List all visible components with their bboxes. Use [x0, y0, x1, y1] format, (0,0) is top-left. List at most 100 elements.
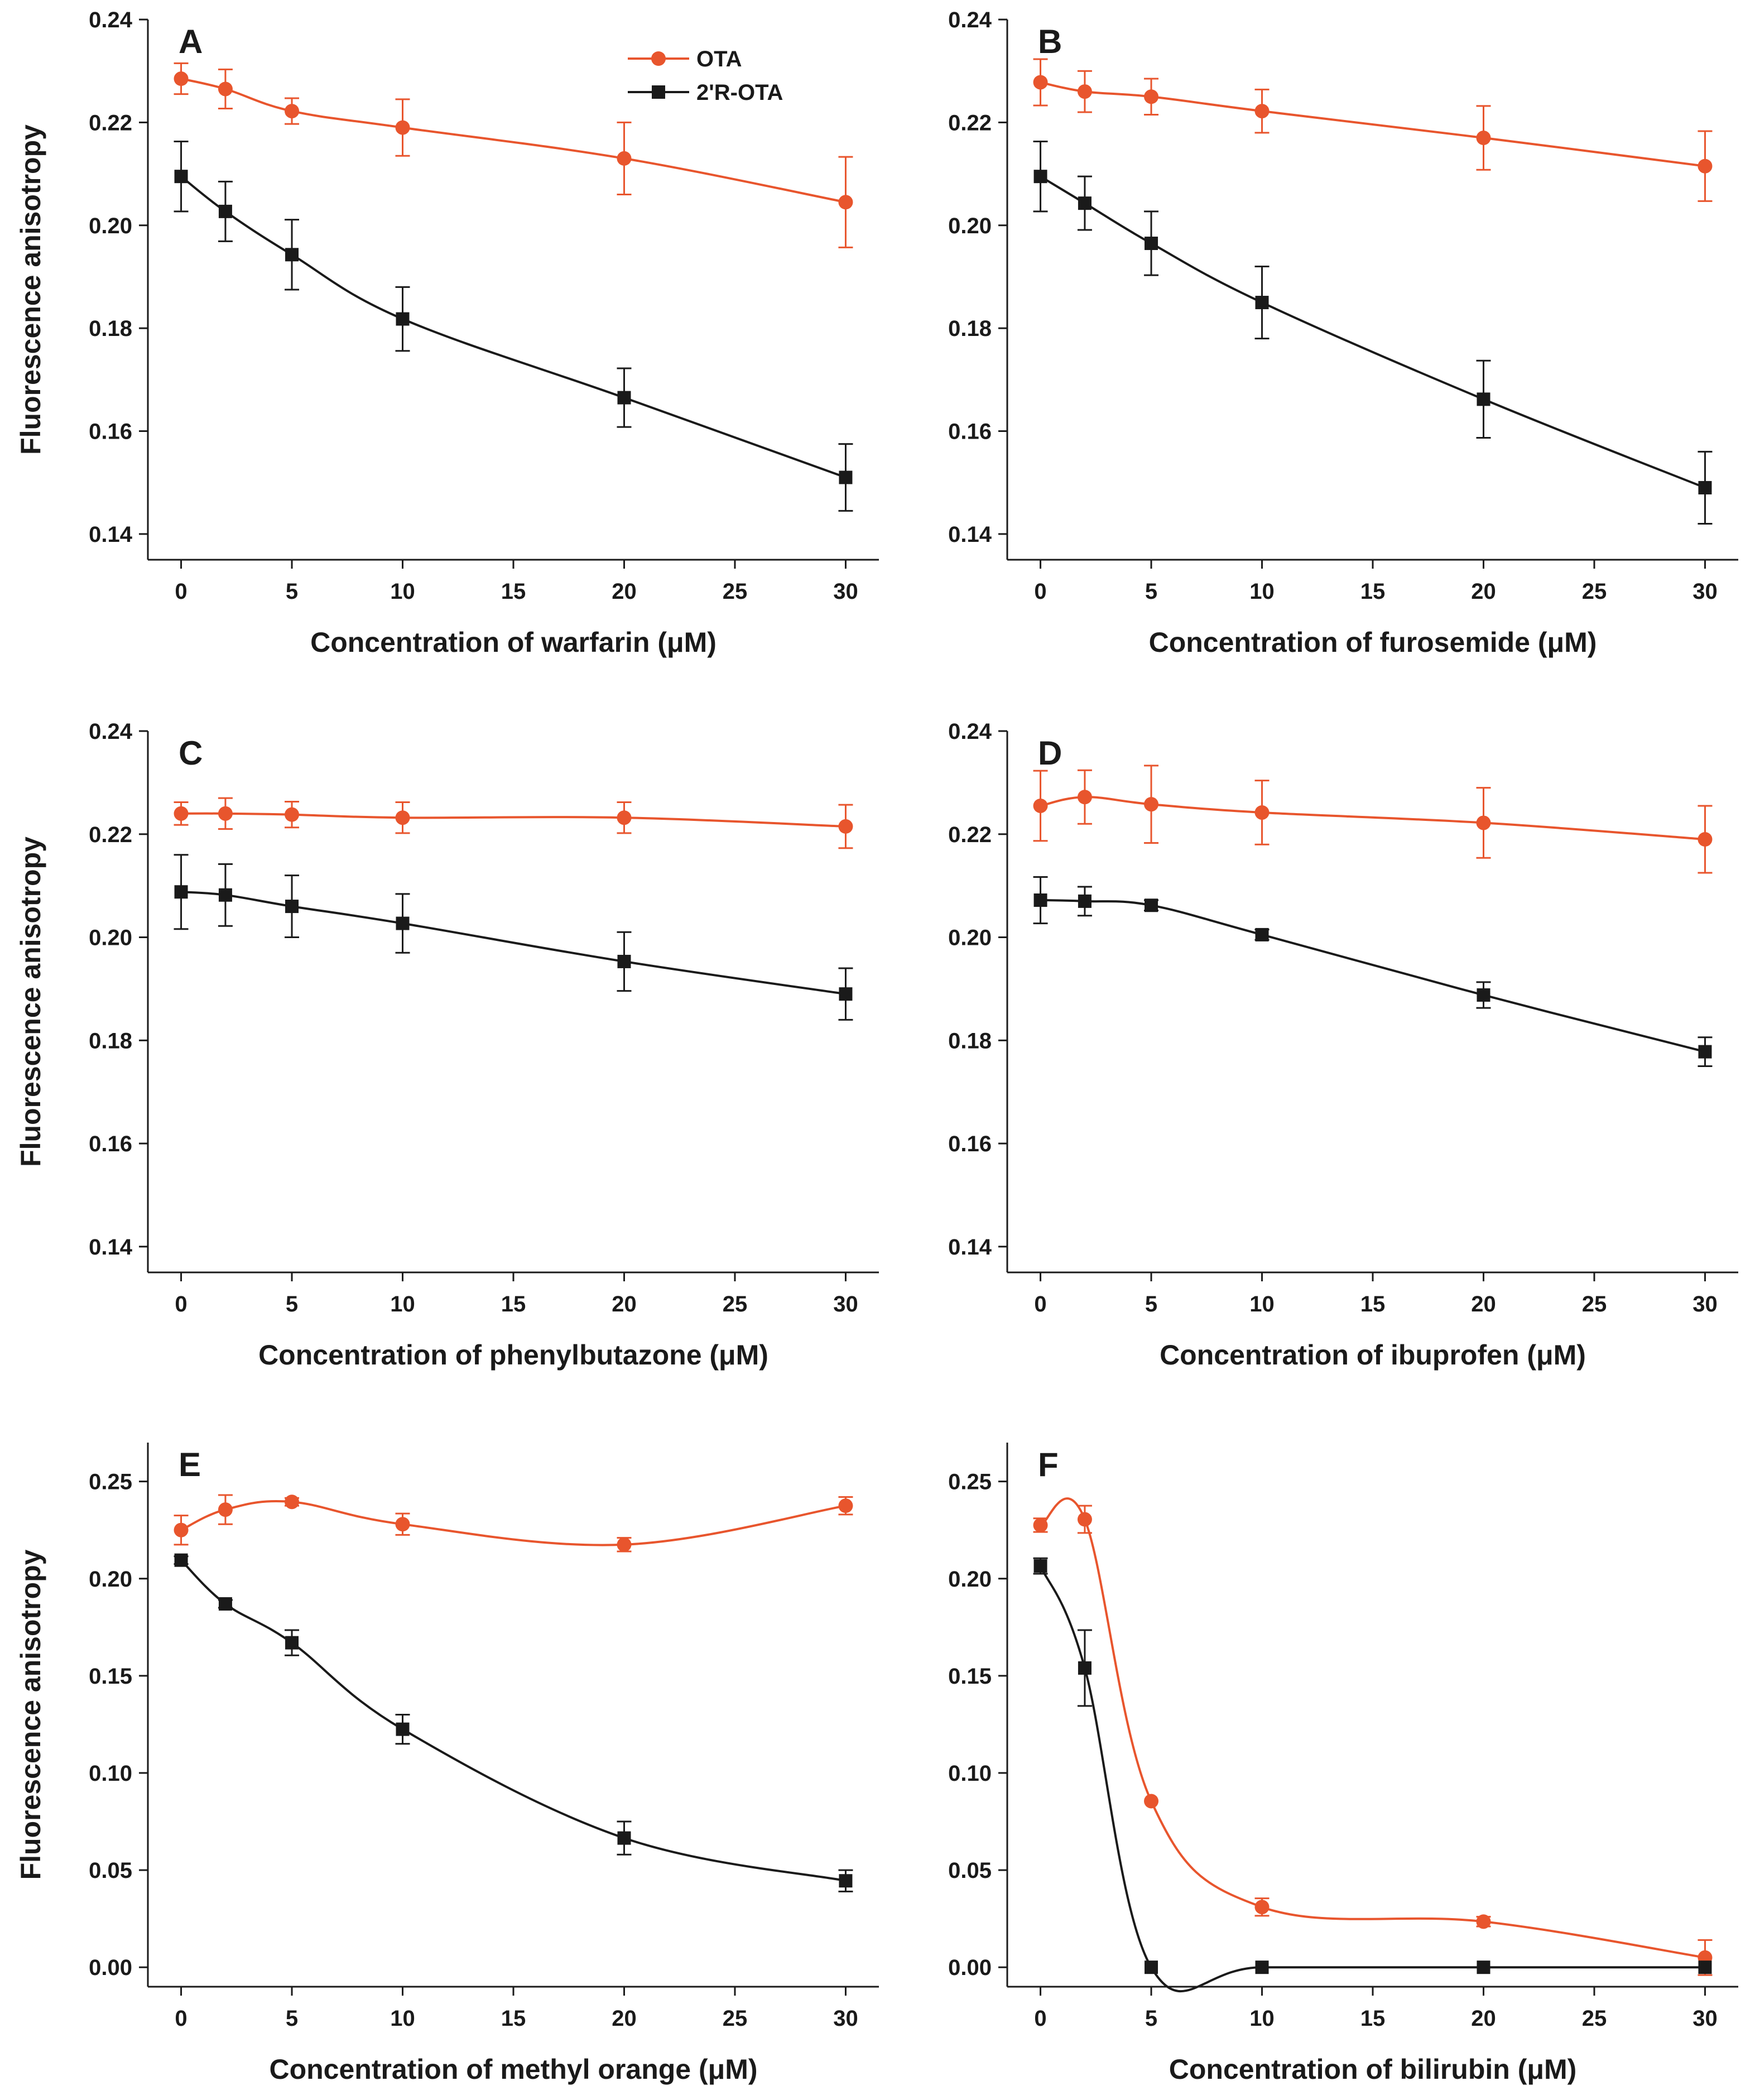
panel-c-series-ota: [174, 797, 853, 849]
panel-e-series-line: [180, 1559, 846, 1882]
panel-f-point-r-ota: [1477, 1960, 1490, 1974]
panel-f-series-line: [1039, 1565, 1705, 1993]
panel-e-series-line: [180, 1500, 846, 1546]
panel-c-y-tick-label: 0.22: [89, 823, 132, 847]
panel-b-point-ota: [1033, 75, 1048, 90]
panel-f-point-r-ota: [1698, 1960, 1712, 1974]
panel-f-x-tick-label: 15: [1360, 2006, 1386, 2031]
panel-d-point-ota: [1476, 815, 1491, 830]
panel-d-y-tick-label: 0.14: [948, 1235, 992, 1260]
panel-c-point-r-ota: [174, 885, 188, 899]
panel-b-x-tick-label: 0: [1034, 579, 1046, 604]
legend-label: 2'R-OTA: [696, 80, 783, 105]
panel-c-x-tick-label: 5: [286, 1292, 298, 1316]
panel-e-y-tick-label: 0.25: [89, 1470, 132, 1494]
panel-d-y-tick-label: 0.24: [948, 719, 992, 744]
panel-b: 0 5 10 15 20 25 30 0.14 0.16 0.18 0.20 0.22 0.24 Conc…: [948, 8, 1738, 658]
panel-c-series-line: [181, 891, 846, 996]
panel-d-point-r-ota: [1033, 893, 1047, 907]
panel-e-letter: E: [179, 1446, 201, 1483]
panel-c-x-tick-label: 10: [390, 1292, 415, 1316]
panel-e-point-ota: [218, 1502, 233, 1517]
legend-marker-r-ota: [652, 85, 665, 99]
legend: OTA 2'R-OTA: [628, 47, 783, 105]
panel-a-y-tick-label: 0.14: [89, 522, 133, 547]
panel-a-point-r-ota: [285, 248, 299, 262]
panel-f-series-line: [1040, 1497, 1705, 1959]
panel-c-x-tick-label: 30: [833, 1292, 858, 1316]
panel-f-series-ota: [1033, 1497, 1713, 1976]
panel-f-x-tick-label: 20: [1471, 2006, 1496, 2031]
panel-e-y-tick-label: 0.10: [89, 1761, 132, 1786]
panel-e-point-r-ota: [285, 1636, 299, 1650]
panel-d-point-ota: [1077, 790, 1092, 805]
panel-a-y-tick-label: 0.20: [89, 214, 132, 238]
panel-e-point-ota: [838, 1498, 853, 1513]
panel-c-point-ota: [617, 810, 632, 825]
panel-c-series-r-ota: [174, 854, 853, 1021]
panel-f-point-ota: [1077, 1512, 1092, 1527]
panel-c-x-tick-label: 0: [175, 1292, 187, 1316]
panel-c-point-ota: [174, 806, 189, 821]
panel-b-y-tick-label: 0.20: [948, 214, 992, 238]
panel-e-point-r-ota: [839, 1874, 853, 1888]
panel-b-x-tick-label: 15: [1360, 579, 1386, 604]
panel-a-y-axis-label: Fluorescence anisotropy: [15, 124, 46, 455]
panel-e-y-tick-label: 0.00: [89, 1955, 132, 1980]
panel-a-point-ota: [395, 120, 410, 135]
panel-e-point-r-ota: [174, 1553, 188, 1567]
panel-c-y-tick-label: 0.14: [89, 1235, 133, 1260]
panel-f-point-r-ota: [1145, 1960, 1158, 1974]
panel-b-y-tick-label: 0.14: [948, 522, 992, 547]
panel-c-point-r-ota: [218, 888, 232, 902]
panel-e-point-ota: [285, 1494, 300, 1510]
panel-d-x-tick-label: 15: [1360, 1292, 1386, 1316]
panel-c-point-ota: [395, 810, 410, 825]
panel-b-point-ota: [1144, 89, 1159, 104]
panel-b-x-tick-label: 30: [1693, 579, 1718, 604]
panel-e-x-tick-label: 10: [390, 2006, 415, 2031]
panel-f-series-r-ota: [1033, 1557, 1712, 1993]
panel-b-y-tick-label: 0.18: [948, 316, 992, 341]
panel-d-x-tick-label: 30: [1693, 1292, 1718, 1316]
panel-c-point-r-ota: [839, 987, 853, 1001]
panel-b-x-tick-label: 25: [1582, 579, 1607, 604]
panel-e-point-ota: [395, 1517, 410, 1532]
panel-b-point-r-ota: [1477, 392, 1490, 406]
panel-b-point-r-ota: [1078, 196, 1092, 210]
panel-c-y-axis-label: Fluorescence anisotropy: [15, 837, 46, 1167]
panel-a-x-tick-label: 15: [501, 579, 526, 604]
panel-a-point-ota: [218, 81, 233, 97]
panel-b-y-tick-label: 0.16: [948, 420, 992, 444]
panel-e-x-tick-label: 30: [833, 2006, 858, 2031]
panel-a: 0 5 10 15 20 25 30 0.14 0.16 0.18 0.20 0.22 0.24 Conc…: [15, 8, 879, 658]
panel-c-series-line: [181, 812, 846, 828]
panel-d-x-tick-label: 5: [1145, 1292, 1157, 1316]
panel-a-x-tick-label: 5: [286, 579, 298, 604]
panel-d-series-r-ota: [1033, 876, 1713, 1067]
legend-label: OTA: [696, 47, 742, 71]
panel-a-x-tick-label: 20: [612, 579, 637, 604]
panel-d-x-tick-label: 20: [1471, 1292, 1496, 1316]
panel-b-point-ota: [1077, 84, 1092, 99]
panel-a-series-r-ota: [174, 140, 853, 512]
panel-c-y-tick-label: 0.24: [89, 719, 133, 744]
legend-marker-ota: [651, 51, 666, 66]
panel-f-point-ota: [1476, 1914, 1491, 1929]
panel-b-letter: B: [1038, 23, 1062, 60]
panel-b-x-tick-label: 20: [1471, 579, 1496, 604]
panel-f-point-r-ota: [1078, 1661, 1092, 1675]
panel-d-point-ota: [1144, 797, 1159, 812]
panel-b-series-line: [1040, 81, 1705, 167]
panel-d-series-line: [1040, 796, 1705, 840]
panel-a-point-ota: [838, 195, 853, 210]
panel-f-x-tick-label: 25: [1582, 2006, 1607, 2031]
panel-e-y-tick-label: 0.15: [89, 1664, 132, 1689]
panel-b-point-r-ota: [1698, 480, 1712, 494]
panel-d-point-r-ota: [1255, 928, 1269, 941]
panel-d-x-tick-label: 10: [1249, 1292, 1275, 1316]
panel-c-point-r-ota: [285, 900, 299, 914]
panel-a-series-ota: [174, 62, 853, 248]
panel-e-x-axis-label: Concentration of methyl orange (μM): [269, 2054, 757, 2085]
